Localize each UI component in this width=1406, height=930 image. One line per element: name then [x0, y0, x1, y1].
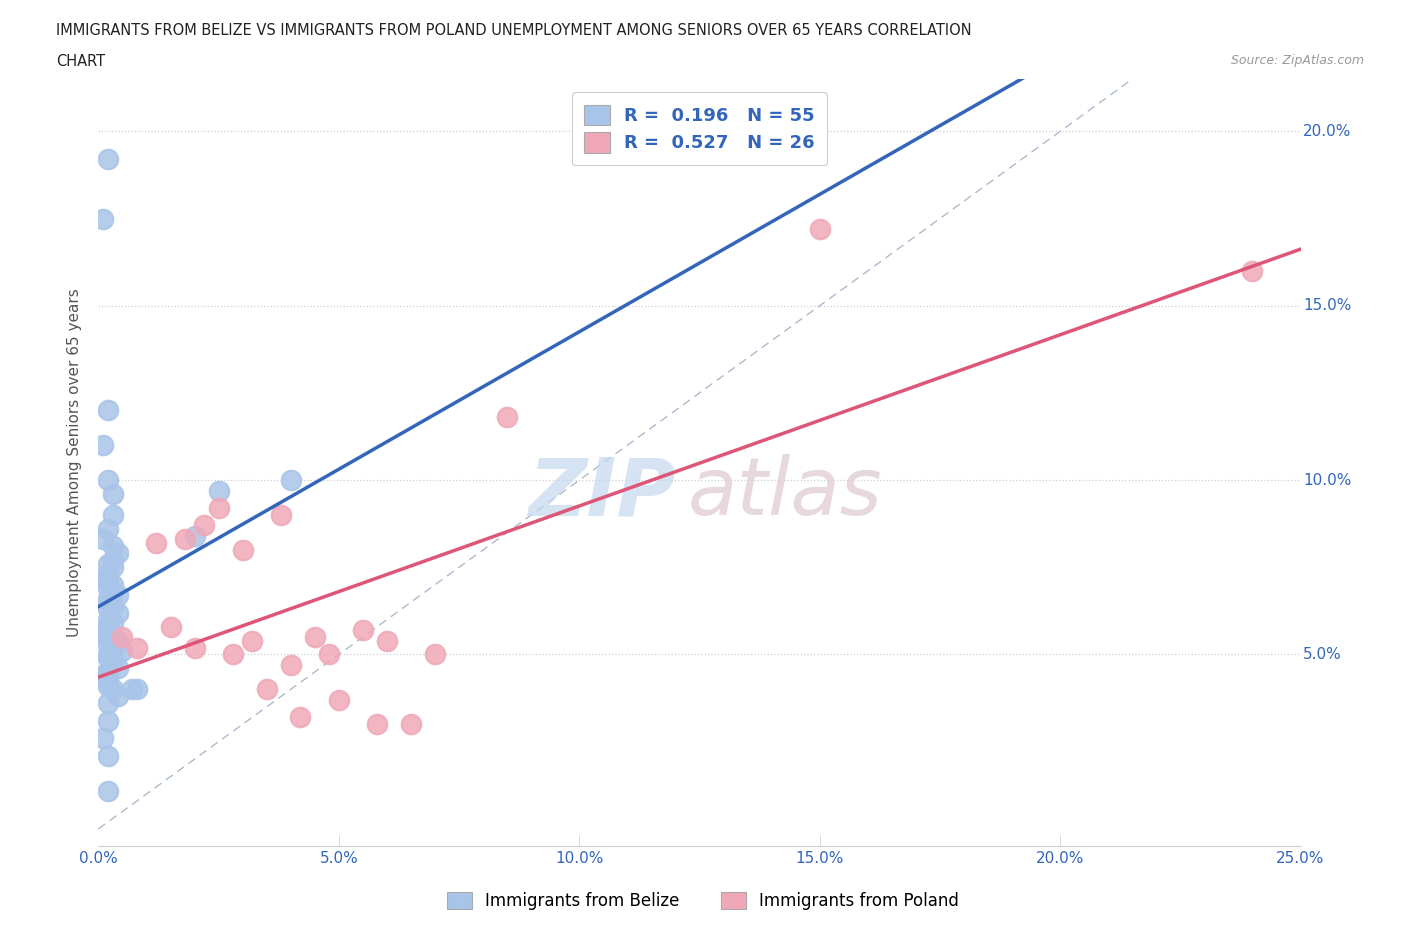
Point — [280, 472, 302, 487]
Point — [183, 640, 205, 655]
Point — [97, 403, 120, 418]
Legend: Immigrants from Belize, Immigrants from Poland: Immigrants from Belize, Immigrants from … — [440, 885, 966, 917]
Point — [97, 647, 120, 662]
Point — [107, 689, 129, 704]
Point — [97, 630, 120, 644]
Point — [97, 619, 120, 634]
Point — [101, 640, 124, 655]
Point — [183, 528, 205, 543]
Point — [97, 574, 120, 589]
Point — [91, 668, 114, 683]
Point — [107, 661, 129, 676]
Text: CHART: CHART — [56, 54, 105, 69]
Point — [208, 500, 231, 515]
Point — [121, 682, 143, 697]
Point — [1241, 263, 1264, 278]
Point — [318, 647, 340, 662]
Point — [97, 580, 120, 596]
Point — [91, 438, 114, 453]
Point — [97, 748, 120, 763]
Text: ZIP: ZIP — [529, 455, 675, 532]
Point — [375, 633, 398, 648]
Point — [101, 539, 124, 554]
Point — [97, 595, 120, 610]
Point — [328, 692, 350, 708]
Text: 5.0%: 5.0% — [1303, 647, 1341, 662]
Text: 10.0%: 10.0% — [1303, 472, 1351, 487]
Point — [101, 578, 124, 592]
Point — [97, 783, 120, 798]
Text: IMMIGRANTS FROM BELIZE VS IMMIGRANTS FROM POLAND UNEMPLOYMENT AMONG SENIORS OVER: IMMIGRANTS FROM BELIZE VS IMMIGRANTS FRO… — [56, 23, 972, 38]
Point — [97, 671, 120, 686]
Point — [101, 584, 124, 599]
Point — [125, 682, 148, 697]
Point — [97, 664, 120, 679]
Point — [97, 567, 120, 582]
Point — [97, 556, 120, 571]
Point — [91, 532, 114, 547]
Point — [107, 546, 129, 561]
Point — [352, 623, 374, 638]
Point — [145, 536, 167, 551]
Point — [97, 713, 120, 728]
Point — [97, 522, 120, 537]
Point — [97, 602, 120, 617]
Point — [91, 211, 114, 226]
Point — [125, 640, 148, 655]
Text: 15.0%: 15.0% — [1303, 299, 1351, 313]
Point — [270, 508, 292, 523]
Point — [101, 560, 124, 575]
Point — [111, 644, 134, 658]
Point — [97, 152, 120, 166]
Point — [240, 633, 263, 648]
Point — [101, 654, 124, 669]
Point — [280, 658, 302, 672]
Text: Source: ZipAtlas.com: Source: ZipAtlas.com — [1230, 54, 1364, 67]
Point — [107, 633, 129, 648]
Y-axis label: Unemployment Among Seniors over 65 years: Unemployment Among Seniors over 65 years — [67, 288, 83, 637]
Point — [107, 588, 129, 603]
Point — [97, 679, 120, 694]
Point — [366, 717, 388, 732]
Text: atlas: atlas — [688, 455, 882, 532]
Point — [193, 518, 215, 533]
Point — [174, 532, 197, 547]
Point — [97, 472, 120, 487]
Point — [97, 612, 120, 627]
Point — [304, 630, 326, 644]
Point — [91, 570, 114, 585]
Point — [496, 410, 519, 425]
Point — [101, 508, 124, 523]
Point — [208, 484, 231, 498]
Point — [101, 598, 124, 613]
Point — [97, 637, 120, 652]
Point — [101, 552, 124, 567]
Point — [101, 486, 124, 501]
Point — [107, 605, 129, 620]
Point — [101, 616, 124, 631]
Point — [97, 651, 120, 666]
Point — [808, 221, 831, 236]
Point — [91, 626, 114, 641]
Point — [101, 682, 124, 697]
Point — [222, 647, 245, 662]
Point — [97, 696, 120, 711]
Point — [97, 591, 120, 606]
Point — [399, 717, 422, 732]
Legend: R =  0.196   N = 55, R =  0.527   N = 26: R = 0.196 N = 55, R = 0.527 N = 26 — [572, 92, 827, 166]
Point — [91, 731, 114, 746]
Point — [111, 630, 134, 644]
Point — [159, 619, 181, 634]
Point — [290, 710, 312, 724]
Point — [423, 647, 446, 662]
Point — [256, 682, 278, 697]
Point — [232, 542, 254, 557]
Text: 20.0%: 20.0% — [1303, 124, 1351, 139]
